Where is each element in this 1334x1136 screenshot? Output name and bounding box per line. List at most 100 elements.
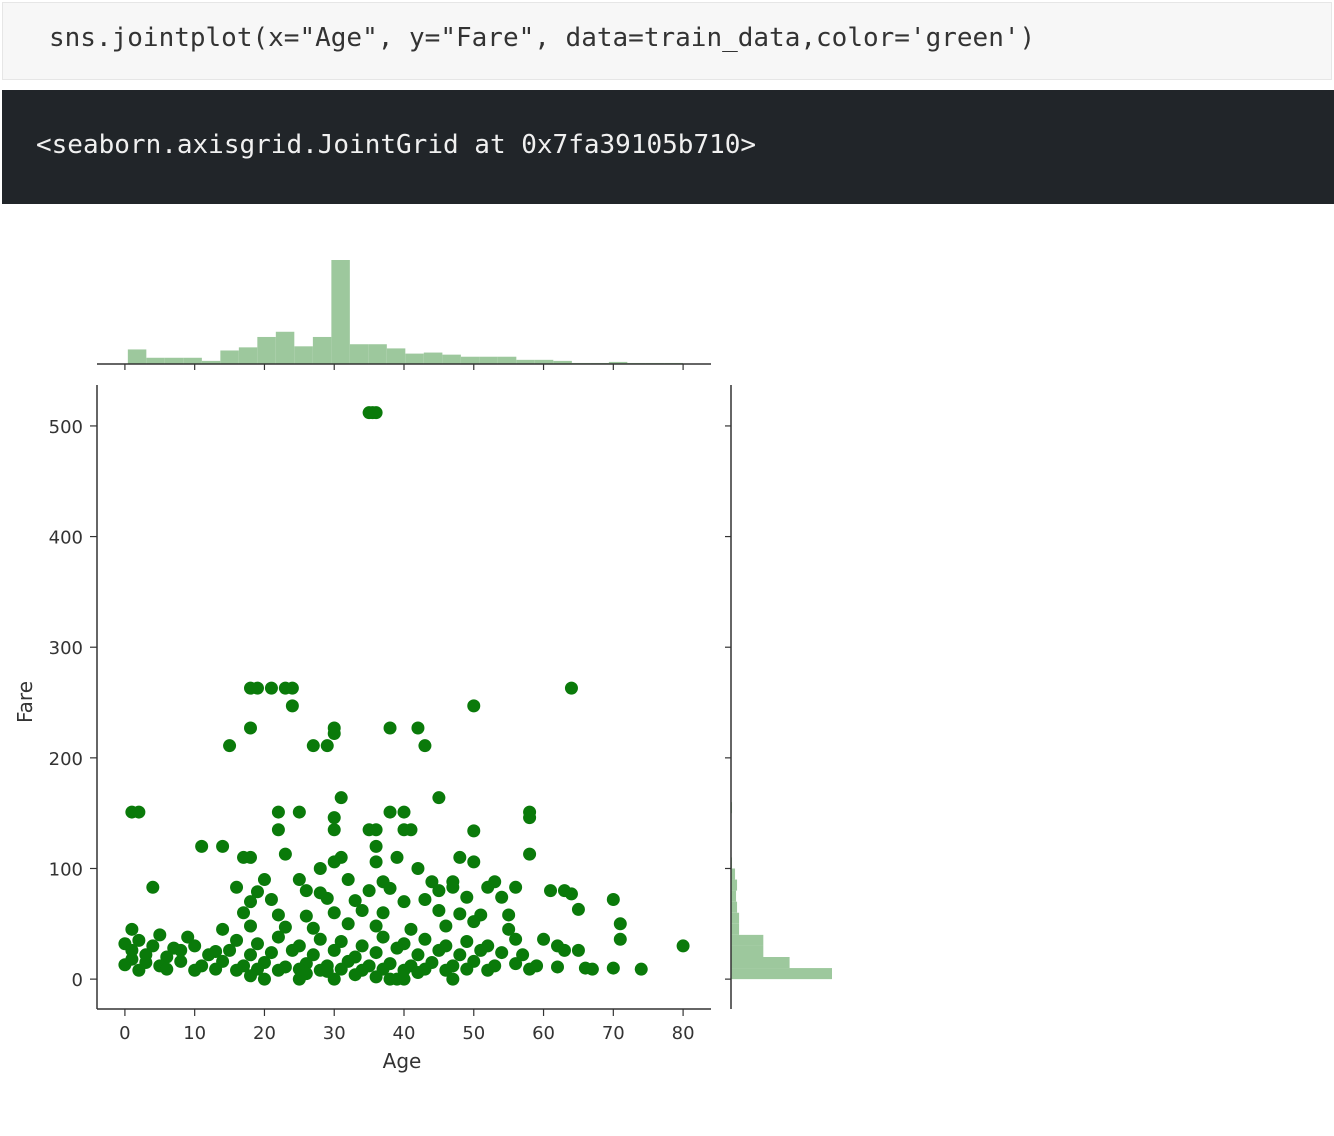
scatter-point <box>481 880 495 894</box>
x-tick-label: 60 <box>532 1023 555 1044</box>
scatter-point <box>481 963 495 977</box>
scatter-point <box>571 943 585 957</box>
scatter-point <box>230 963 244 977</box>
scatter-point <box>418 739 432 753</box>
x-tick-label: 20 <box>253 1023 276 1044</box>
scatter-point <box>369 823 383 837</box>
scatter-point <box>348 968 362 982</box>
scatter-point <box>299 967 313 981</box>
scatter-point <box>474 943 488 957</box>
jointplot: 0 10 20 30 40 50 60 70 80 0 100 200 300 400 500 Age Fa… <box>13 260 832 1073</box>
scatter-point <box>264 892 278 906</box>
scatter-point <box>327 855 341 869</box>
y-axis-label: Fare <box>13 681 37 723</box>
scatter-point <box>278 847 292 861</box>
scatter-point <box>369 946 383 960</box>
x-hist-bar <box>497 356 517 364</box>
scatter-point <box>383 805 397 819</box>
scatter-point <box>376 906 390 920</box>
x-hist-bar <box>146 357 165 364</box>
scatter-point <box>411 721 425 735</box>
scatter-point <box>383 881 397 895</box>
scatter-point <box>390 941 404 955</box>
scatter-point <box>613 917 627 931</box>
y-tick-label: 0 <box>72 970 83 991</box>
scatter-point <box>146 880 160 894</box>
x-hist-bar <box>423 352 443 364</box>
scatter-point <box>467 915 481 929</box>
x-hist-bar <box>608 361 628 364</box>
x-tick-label: 0 <box>119 1023 130 1044</box>
scatter-point <box>174 954 188 968</box>
scatter-point <box>271 805 285 819</box>
scatter-point <box>516 948 530 962</box>
y-hist-bar <box>731 957 790 969</box>
scatter-point <box>411 965 425 979</box>
x-hist-bar <box>220 350 239 364</box>
scatter-point <box>327 943 341 957</box>
x-hist-bar <box>183 357 202 364</box>
x-tick-label: 30 <box>323 1023 346 1044</box>
scatter-point <box>237 906 251 920</box>
scatter-point <box>509 957 523 971</box>
y-marginal-histogram <box>725 385 832 1009</box>
scatter-point <box>320 739 334 753</box>
scatter-point <box>544 884 558 898</box>
scatter-point <box>313 932 327 946</box>
code-source: sns.jointplot(x="Age", y="Fare", data=tr… <box>49 23 1036 53</box>
scatter-point <box>250 885 264 899</box>
scatter-point <box>348 894 362 908</box>
scatter-point <box>230 933 244 947</box>
scatter-point <box>285 681 299 695</box>
scatter-point <box>146 939 160 953</box>
scatter-point <box>369 919 383 933</box>
scatter-point <box>467 699 481 713</box>
scatter-point <box>174 943 188 957</box>
x-hist-bar <box>201 360 221 364</box>
x-hist-bar <box>405 353 424 364</box>
scatter-point <box>216 922 230 936</box>
scatter-point <box>432 884 446 898</box>
scatter-point <box>327 727 341 741</box>
x-hist-bar <box>534 359 554 364</box>
scatter-point <box>537 932 551 946</box>
x-tick-label: 40 <box>393 1023 416 1044</box>
code-cell[interactable]: sns.jointplot(x="Age", y="Fare", data=tr… <box>2 2 1332 80</box>
scatter-point <box>564 887 578 901</box>
scatter-point <box>188 963 202 977</box>
scatter-point <box>327 906 341 920</box>
output-cell: <seaborn.axisgrid.JointGrid at 0x7fa3910… <box>2 90 1334 204</box>
scatter-point <box>264 946 278 960</box>
y-tick-label: 500 <box>49 417 83 438</box>
scatter-point <box>244 895 257 909</box>
scatter-point <box>564 681 578 695</box>
scatter-point <box>397 972 411 986</box>
scatter-point <box>271 823 285 837</box>
scatter-point <box>460 935 474 949</box>
scatter-point <box>195 839 209 853</box>
scatter-point <box>257 972 271 986</box>
x-hist-bar <box>553 360 572 364</box>
scatter-point <box>453 948 467 962</box>
scatter-point <box>369 855 383 869</box>
x-hist-bar <box>257 336 276 364</box>
scatter-point <box>467 824 481 838</box>
scatter-point <box>327 823 341 837</box>
scatter-point <box>278 920 292 934</box>
x-hist-bar <box>238 347 258 364</box>
scatter-point <box>523 847 537 861</box>
x-hist-bar <box>368 344 387 364</box>
scatter-point <box>509 880 523 894</box>
scatter-point <box>425 875 439 889</box>
scatter-point <box>230 880 244 894</box>
scatter-point <box>250 937 264 951</box>
scatter-point <box>383 721 397 735</box>
scatter-point <box>202 948 216 962</box>
scatter-point <box>216 839 230 853</box>
scatter-point <box>495 946 509 960</box>
y-hist-bar <box>731 968 832 980</box>
scatter-point <box>369 970 383 984</box>
y-hist-bar <box>731 890 737 902</box>
x-hist-bar <box>127 349 147 364</box>
scatter-point <box>223 739 237 753</box>
